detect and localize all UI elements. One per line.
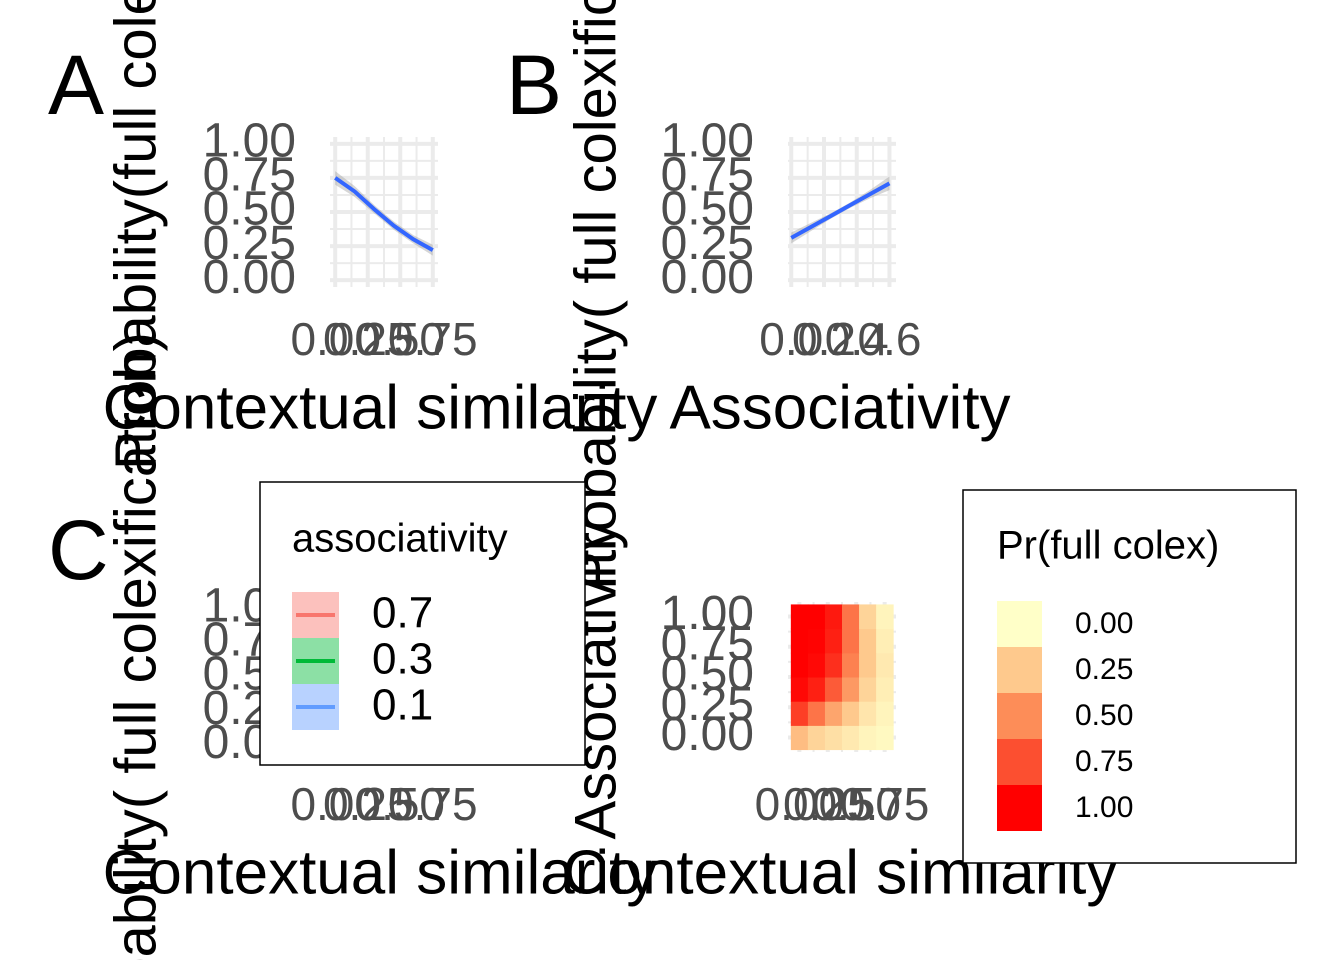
legend-key: [997, 693, 1042, 739]
y-tick-label: 0.50: [661, 183, 754, 236]
heat-cell: [824, 604, 843, 630]
heat-cell: [824, 628, 843, 654]
heat-cell: [790, 652, 809, 678]
x-tick-label: 0.00: [290, 313, 380, 365]
x-tick-label: 0.75: [840, 778, 930, 830]
y-axis-label: Probability(full colexification): [103, 0, 168, 470]
y-tick-label: 0.25: [203, 217, 296, 270]
legend-label: 0.00: [1075, 607, 1133, 640]
y-tick-label: 0.00: [661, 251, 754, 304]
x-tick-label: 0.00: [290, 778, 380, 830]
heat-cell: [807, 725, 826, 751]
y-tick-label: 1.00: [661, 587, 754, 640]
legend-key: [997, 647, 1042, 693]
y-tick-label: 0.00: [203, 251, 296, 304]
x-tick-label: 0.25: [323, 778, 413, 830]
heat-cell: [876, 628, 894, 654]
panel-tag: B: [506, 38, 562, 132]
heat-cell: [842, 604, 860, 630]
heat-cell: [876, 701, 894, 726]
x-tick-label: 0.2: [792, 313, 856, 365]
y-tick-label: 0.25: [661, 217, 754, 270]
legend-key: [997, 739, 1042, 785]
heat-cell: [859, 604, 877, 630]
legend-title: associativity: [292, 517, 508, 561]
heat-cell: [876, 725, 894, 751]
heat-cell: [842, 725, 860, 751]
x-tick-label: 0.50: [811, 778, 901, 830]
x-tick-label: 0.0: [759, 313, 823, 365]
y-tick-label: 0.75: [203, 149, 296, 202]
legend-box: [259, 481, 586, 766]
heat-cell: [842, 652, 860, 678]
x-tick-label: 0.4: [825, 313, 889, 365]
y-axis-label: Probability( full colexification): [103, 332, 168, 960]
legend-key: [997, 601, 1042, 647]
x-tick-label: 0.25: [323, 313, 413, 365]
legend-label: 0.1: [372, 681, 433, 730]
heat-cell: [824, 701, 843, 726]
heat-cell: [807, 652, 826, 678]
heat-cell: [790, 725, 809, 751]
y-tick-label: 1.00: [661, 114, 754, 167]
heat-cell: [842, 677, 860, 702]
heat-cell: [790, 677, 809, 702]
legend-label: 0.75: [1075, 745, 1133, 778]
heat-cell: [876, 604, 894, 630]
heat-cell: [842, 701, 860, 726]
heat-cell: [842, 628, 860, 654]
heat-cell: [807, 701, 826, 726]
y-tick-label: 0.00: [661, 708, 754, 761]
heat-cell: [790, 604, 809, 630]
x-tick-label: 0.50: [355, 313, 445, 365]
legend-label: 0.50: [1075, 699, 1133, 732]
heat-cell: [859, 628, 877, 654]
heat-cell: [824, 677, 843, 702]
line: [790, 181, 891, 240]
legend-label: 1.00: [1075, 791, 1133, 824]
heat-cell: [876, 652, 894, 678]
legend-label: 0.7: [372, 589, 433, 638]
legend-label: 0.25: [1075, 653, 1133, 686]
y-tick-label: 0.75: [661, 617, 754, 670]
heat-cell: [859, 677, 877, 702]
x-tick-label: 0.25: [783, 778, 873, 830]
panel-tag: A: [48, 38, 104, 132]
legend-key: [997, 785, 1042, 831]
heat-cell: [790, 628, 809, 654]
heat-cell: [876, 677, 894, 702]
line: [334, 176, 434, 252]
legend-title: Pr(full colex): [997, 524, 1219, 568]
heat-cell: [859, 652, 877, 678]
x-axis-label: Contextual similarity: [103, 373, 658, 442]
heat-cell: [824, 725, 843, 751]
y-tick-label: 0.50: [661, 648, 754, 701]
x-tick-label: 0.00: [755, 778, 845, 830]
legend-label: 0.3: [372, 635, 433, 684]
y-tick-label: 0.50: [203, 183, 296, 236]
x-tick-label: 0.75: [388, 778, 478, 830]
x-axis-label: Associativity: [669, 373, 1010, 442]
heat-cell: [807, 604, 826, 630]
panel-tag: C: [48, 503, 109, 597]
x-tick-label: 0.6: [857, 313, 921, 365]
x-tick-label: 0.75: [388, 313, 478, 365]
heat-cell: [807, 628, 826, 654]
heat-cell: [859, 725, 877, 751]
x-axis-label: Contextual similarity: [103, 838, 658, 907]
heat-cell: [859, 701, 877, 726]
y-tick-label: 0.25: [661, 678, 754, 731]
heat-cell: [807, 677, 826, 702]
y-tick-label: 0.75: [661, 149, 754, 202]
heat-cell: [790, 701, 809, 726]
y-tick-label: 1.00: [203, 114, 296, 167]
heat-cell: [824, 652, 843, 678]
x-tick-label: 0.50: [355, 778, 445, 830]
